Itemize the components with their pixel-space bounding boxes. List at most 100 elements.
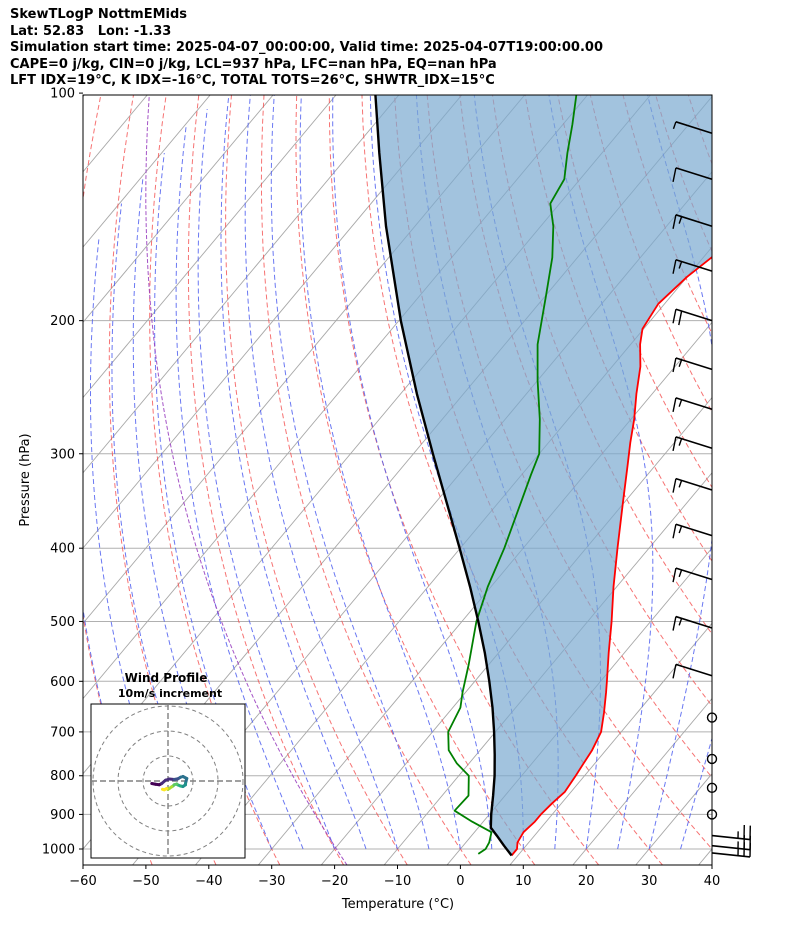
calm-wind-circle: [706, 782, 718, 794]
moist-adiabat: [154, 152, 273, 850]
y-tick-label: 900: [50, 808, 75, 823]
moist-adiabat: [220, 95, 367, 850]
dry-adiabat: [260, 95, 472, 865]
wind-barb-staff: [675, 663, 713, 677]
moist-adiabat: [111, 203, 210, 850]
x-tick-label: −40: [195, 874, 222, 889]
hodograph-subtitle: 10m/s increment: [118, 687, 222, 700]
isotherm-line: [509, 622, 712, 865]
wind-barb-staff: [675, 523, 713, 537]
wind-barb-flag: [672, 167, 677, 182]
wind-barb-flag: [678, 438, 683, 446]
x-tick-label: 10: [515, 874, 532, 889]
y-tick-label: 800: [50, 769, 75, 784]
wind-barb-flag: [672, 357, 677, 373]
stability-line: CAPE=0 j/kg, CIN=0 j/kg, LCL=937 hPa, LF…: [10, 56, 497, 72]
wind-barb-flag: [672, 309, 677, 324]
wind-barb-flag: [672, 436, 677, 451]
profile-traces: [374, 95, 712, 857]
mixing-ratio-line: [145, 95, 348, 865]
wind-barb-flag: [678, 569, 683, 578]
hodograph-title: Wind Profile: [125, 671, 208, 685]
x-tick-label: 30: [641, 874, 658, 889]
dry-adiabat: [557, 95, 712, 489]
isotherm-line: [83, 95, 400, 474]
wind-barb-flag: [678, 525, 683, 534]
x-axis-label: Temperature (°C): [341, 897, 454, 912]
location-line: Lat: 52.83 Lon: -1.33: [10, 23, 172, 39]
y-tick-label: 500: [50, 615, 75, 630]
wind-barb-staff: [675, 567, 713, 581]
y-tick-label: 400: [50, 542, 75, 557]
calm-wind-circle: [706, 809, 718, 820]
wind-barb-staff: [675, 397, 713, 411]
wind-barb-flag: [678, 216, 683, 224]
wind-barb-flag: [672, 616, 677, 631]
cin-shaded-area: [375, 95, 712, 856]
isotherm-line: [83, 95, 274, 324]
wind-barb-staff: [675, 357, 713, 371]
wind-barb-flag: [678, 399, 683, 407]
axis-ticks: −60 −50 −40 −30 −20 −10 0 10 20 30 40 1000 900 800 700…: [42, 87, 720, 889]
moist-adiabat: [711, 847, 712, 849]
dry-adiabat: [720, 93, 794, 865]
moist-adiabat: [197, 109, 336, 850]
wind-barb-flag: [672, 214, 677, 229]
y-tick-label: 100: [50, 87, 75, 102]
wind-barb-flag: [678, 480, 683, 488]
moist-adiabat: [332, 95, 493, 850]
isotherm-line: [698, 848, 712, 865]
calm-wind-circle: [706, 753, 718, 765]
isotherm-line: [572, 697, 712, 865]
x-tick-label: −20: [321, 874, 348, 889]
wind-barb-flag: [672, 664, 677, 679]
x-tick-label: −10: [384, 874, 411, 889]
dry-adiabat: [225, 95, 408, 865]
wind-barb-staff: [675, 436, 713, 450]
wind-barb-staff: [675, 167, 713, 180]
chart-header: SkewTLogP NottmEMids Lat: 52.83 Lon: -1.…: [10, 7, 603, 90]
x-tick-label: −60: [69, 874, 96, 889]
time-line: Simulation start time: 2025-04-07_00:00:…: [10, 40, 603, 56]
moist-adiabat: [299, 95, 461, 850]
moist-adiabat: [175, 124, 304, 850]
y-tick-label: 300: [50, 447, 75, 462]
wind-barb-staff: [675, 214, 713, 227]
isotherm-line: [83, 95, 337, 399]
isotherm-line: [83, 95, 85, 98]
dry-adiabat: [328, 95, 600, 865]
wind-barb-staff: [675, 477, 713, 491]
dry-adiabat: [149, 95, 281, 865]
x-tick-label: 0: [456, 874, 464, 889]
chart-title: SkewTLogP NottmEMids: [10, 7, 188, 22]
y-tick-label: 600: [50, 675, 75, 690]
x-tick-label: 40: [704, 874, 721, 889]
index-line: LFT IDX=19°C, K IDX=-16°C, TOTAL TOTS=26…: [10, 73, 495, 89]
calm-wind-circle: [706, 712, 718, 723]
wind-profile-inset: Wind Profile 10m/s increment: [90, 671, 246, 859]
wind-barb-flag: [678, 261, 683, 269]
y-axis-label: Pressure (hPa): [18, 433, 33, 526]
wind-barb-flag: [678, 310, 683, 326]
y-tick-label: 1000: [42, 843, 75, 858]
moist-adiabat: [244, 95, 398, 850]
x-tick-label: −50: [132, 874, 159, 889]
dry-adiabat: [785, 93, 794, 865]
wind-barb-flag: [672, 121, 677, 130]
wind-barb-staff: [675, 615, 713, 629]
wind-barb-flag: [672, 478, 677, 493]
wind-barb-flag: [672, 397, 677, 413]
wind-barb-flag: [672, 567, 677, 583]
wind-barb-flag: [672, 259, 677, 274]
wind-barb-staff: [675, 258, 713, 272]
parcel-line: [374, 95, 513, 857]
dry-adiabat: [753, 93, 794, 865]
moist-adiabat: [90, 236, 178, 850]
wind-barb-flag: [678, 359, 683, 368]
dewpoint-line: [447, 95, 578, 855]
isotherm-line: [83, 95, 211, 248]
moist-adiabat: [647, 95, 712, 850]
y-tick-label: 700: [50, 725, 75, 740]
isotherm-line: [320, 396, 712, 865]
